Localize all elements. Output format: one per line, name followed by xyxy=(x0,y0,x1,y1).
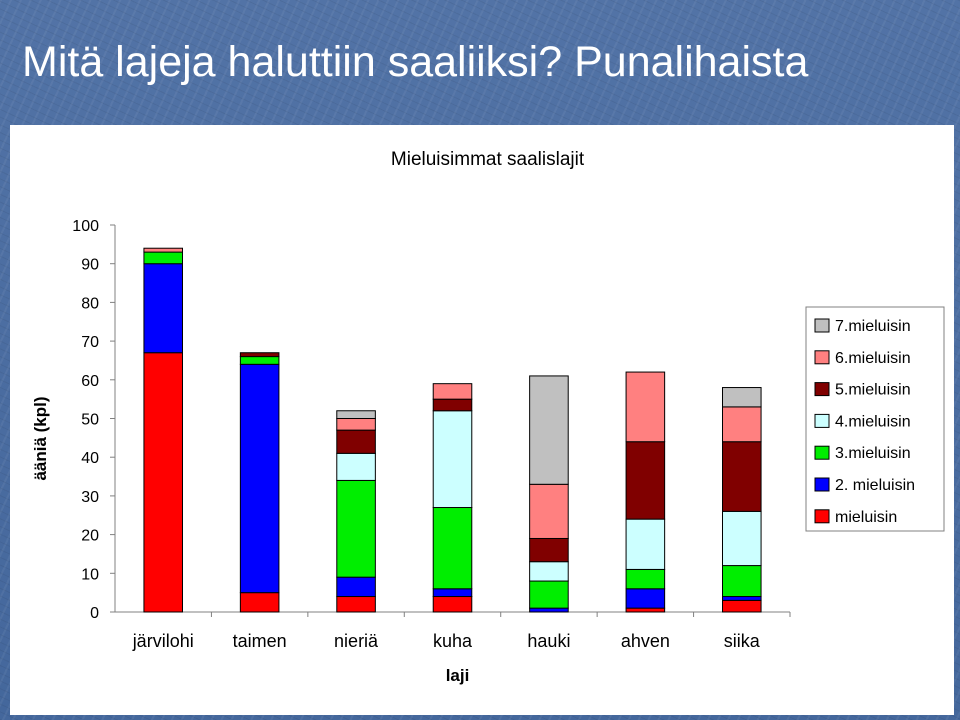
legend-label: 7.mieluisin xyxy=(835,318,911,335)
bar-segment xyxy=(239,352,280,358)
bar-segment xyxy=(336,452,376,481)
bar-segment xyxy=(625,441,666,520)
bar-segment xyxy=(625,588,666,609)
x-tick-label: siika xyxy=(724,631,761,651)
legend-swatch xyxy=(814,382,830,397)
y-tick-label: 100 xyxy=(72,218,99,235)
chart-svg: Mieluisimmat saalislajit 0 10 20 30 40 50 60 70 8… xyxy=(31,149,945,685)
x-tick-label: ahven xyxy=(621,631,670,651)
y-tick-label: 60 xyxy=(81,373,99,390)
bar-segment xyxy=(625,607,666,613)
bar-segment xyxy=(336,418,376,431)
bar-segment xyxy=(432,588,473,598)
x-tick-label: hauki xyxy=(527,631,570,651)
legend-swatch xyxy=(814,413,830,428)
bar-segment xyxy=(239,363,280,594)
bar-segment xyxy=(239,356,280,365)
legend-label: 5.mieluisin xyxy=(835,382,911,399)
y-tick-label: 40 xyxy=(81,450,99,467)
bar-segment xyxy=(143,251,184,265)
x-tick-label: taimen xyxy=(233,631,287,651)
y-axis-label: ääniä (kpl) xyxy=(31,396,50,480)
x-tick-label: nieriä xyxy=(334,631,379,651)
bar-segment xyxy=(336,429,376,454)
legend-swatch xyxy=(814,445,830,460)
bar-segment xyxy=(625,568,666,590)
bar-segment xyxy=(722,441,762,512)
bar-segment xyxy=(722,599,762,613)
legend-swatch xyxy=(814,318,830,333)
bar-segment xyxy=(432,410,473,509)
bar-segment xyxy=(529,375,569,485)
chart-title: Mieluisimmat saalislajit xyxy=(391,149,585,170)
bar-segment xyxy=(432,398,473,412)
legend-label: mieluisin xyxy=(835,509,897,526)
chart-panel: Mieluisimmat saalislajit 0 10 20 30 40 50 60 70 8… xyxy=(10,125,954,715)
bar-segment xyxy=(529,580,569,609)
x-axis-label: laji xyxy=(446,666,470,685)
legend-swatch xyxy=(814,477,830,492)
bar-segment xyxy=(529,561,569,582)
bar-segment xyxy=(722,565,762,598)
bar-segment xyxy=(432,507,473,590)
bar-segment xyxy=(625,518,666,570)
y-tick-label: 10 xyxy=(81,566,99,583)
bar-segment xyxy=(432,596,473,613)
legend-swatch xyxy=(814,509,830,524)
bar-segment xyxy=(722,596,762,601)
bar-segment xyxy=(625,371,666,443)
legend-label: 4.mieluisin xyxy=(835,413,911,430)
bar-segment xyxy=(529,537,569,563)
bar-segment xyxy=(432,383,473,400)
y-tick-label: 50 xyxy=(81,412,99,429)
x-tick-label: kuha xyxy=(433,631,473,651)
y-tick-label: 30 xyxy=(81,489,99,506)
bar-segment xyxy=(143,263,184,354)
legend-label: 6.mieluisin xyxy=(835,350,911,367)
slide-title: Mitä lajeja haluttiin saaliiksi? Punalih… xyxy=(22,38,809,86)
bar-segment xyxy=(722,510,762,567)
legend-label: 3.mieluisin xyxy=(835,445,911,462)
bar-segment xyxy=(336,596,376,613)
bar-segment xyxy=(336,479,376,578)
y-tick-label: 0 xyxy=(90,605,99,622)
bar-segment xyxy=(529,607,569,613)
bar-segment xyxy=(722,387,762,408)
legend-label: 2. mieluisin xyxy=(835,477,915,494)
y-tick-label: 70 xyxy=(81,334,99,351)
bar-segment xyxy=(529,483,569,539)
bar-segment xyxy=(722,406,762,443)
y-tick-label: 90 xyxy=(81,257,99,274)
x-tick-label: järvilohi xyxy=(132,631,194,651)
bar-segment xyxy=(143,352,184,613)
bar-segment xyxy=(239,592,280,613)
bar-segment xyxy=(143,247,184,253)
y-tick-label: 80 xyxy=(81,295,99,312)
y-tick-label: 20 xyxy=(81,528,99,545)
bar-segment xyxy=(336,410,376,420)
bar-segment xyxy=(336,576,376,598)
legend-swatch xyxy=(814,350,830,365)
